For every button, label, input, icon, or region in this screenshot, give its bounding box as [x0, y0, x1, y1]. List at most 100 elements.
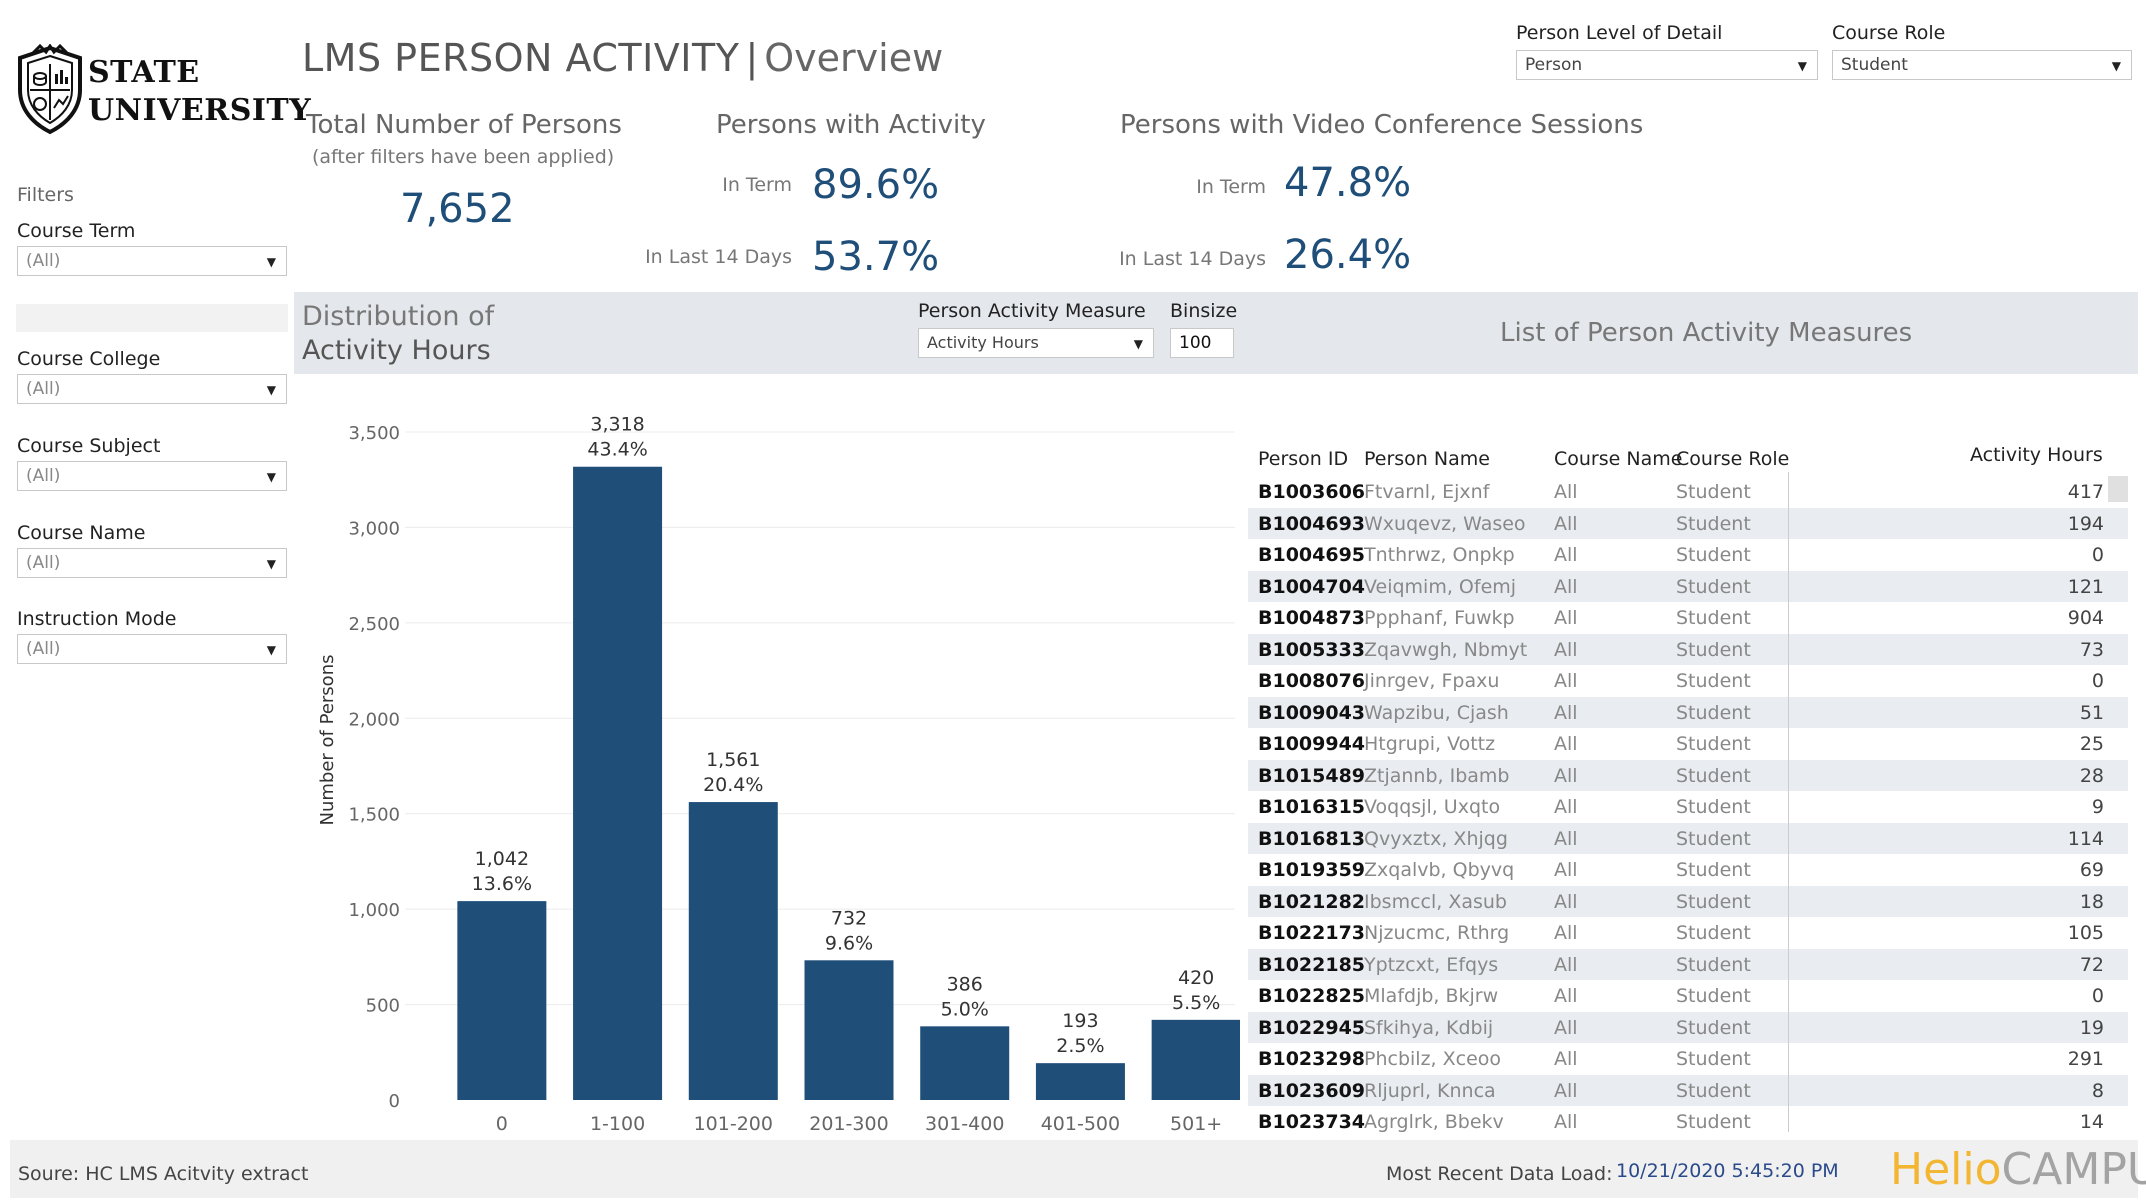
total-persons-value: 7,652: [400, 186, 515, 232]
table-row[interactable]: B1016813 Qvyxztx, Xhjqg All Student 114: [1248, 823, 2128, 854]
table-row[interactable]: B1023609 Rljuprl, Knnca All Student 8: [1248, 1075, 2128, 1106]
histogram-bar[interactable]: [573, 466, 663, 1101]
histogram-bar[interactable]: [804, 960, 894, 1100]
col-header-course-role[interactable]: Course Role: [1676, 448, 1790, 470]
source-note: Soure: HC LMS Acitvity extract: [18, 1163, 309, 1185]
bar-percent-label: 13.6%: [472, 873, 532, 895]
course-role-cell: Student: [1676, 670, 1751, 692]
filter-instruction-mode-value: (All): [26, 639, 61, 659]
col-header-activity-hours[interactable]: Activity Hours: [1970, 444, 2103, 466]
binsize-input[interactable]: 100: [1170, 328, 1234, 358]
bar-value-label: 1,561: [706, 749, 760, 771]
binsize-value: 100: [1179, 333, 1212, 353]
histogram-bar[interactable]: [688, 802, 778, 1100]
person-name-cell: Voqqsjl, Uxqto: [1364, 796, 1501, 818]
filter-course-subject-dropdown[interactable]: (All) ▼: [17, 461, 287, 491]
table-row[interactable]: B1004704 Veiqmim, Ofemj All Student 121: [1248, 571, 2128, 602]
table-row[interactable]: B1022185 Yptzcxt, Efqys All Student 72: [1248, 949, 2128, 980]
table-row[interactable]: B1004873 Ppphanf, Fuwkp All Student 904: [1248, 602, 2128, 633]
bar-percent-label: 43.4%: [587, 439, 647, 461]
table-row[interactable]: B1004693 Wxuqevz, Waseo All Student 194: [1248, 508, 2128, 539]
level-of-detail-dropdown[interactable]: Person ▼: [1516, 50, 1818, 80]
activity-hours-cell: 417: [2067, 481, 2104, 503]
chevron-down-icon: ▼: [266, 557, 276, 571]
activity-hours-cell: 18: [2079, 891, 2104, 913]
measure-dropdown[interactable]: Activity Hours ▼: [918, 328, 1154, 358]
table-row[interactable]: B1003606 Ftvarnl, Ejxnf All Student 417: [1248, 476, 2128, 507]
filter-instruction-mode-label: Instruction Mode: [17, 608, 177, 630]
table-row[interactable]: B1022945 Sfkihya, Kdbij All Student 19: [1248, 1012, 2128, 1043]
title-separator: |: [745, 36, 759, 80]
shield-crest-icon: [18, 44, 82, 135]
activity-hours-cell: 9: [2091, 796, 2104, 818]
video-in-term-label: In Term: [1196, 176, 1266, 198]
chevron-down-icon: ▼: [266, 383, 276, 397]
person-name-cell: Ztjannb, Ibamb: [1364, 765, 1510, 787]
table-row[interactable]: B1015489 Ztjannb, Ibamb All Student 28: [1248, 760, 2128, 791]
course-role-cell: Student: [1676, 1048, 1751, 1070]
col-header-person-id[interactable]: Person ID: [1258, 448, 1349, 470]
col-header-person-name[interactable]: Person Name: [1364, 448, 1490, 470]
filter-course-name-dropdown[interactable]: (All) ▼: [17, 548, 287, 578]
person-name-cell: Tnthrwz, Onpkp: [1364, 544, 1515, 566]
course-role-cell: Student: [1676, 576, 1751, 598]
person-id-cell: B1016315: [1258, 796, 1366, 818]
filter-instruction-mode-dropdown[interactable]: (All) ▼: [17, 634, 287, 664]
person-id-cell: B1005333: [1258, 639, 1366, 661]
col-header-course-name[interactable]: Course Name: [1554, 448, 1683, 470]
chevron-down-icon: ▼: [1797, 59, 1807, 73]
table-row[interactable]: B1023734 Agrglrk, Bbekv All Student 14: [1248, 1106, 2128, 1137]
person-id-cell: B1008076: [1258, 670, 1366, 692]
course-role-cell: Student: [1676, 828, 1751, 850]
list-title: List of Person Activity Measures: [1500, 318, 1913, 348]
histogram-bar[interactable]: [1151, 1019, 1240, 1100]
table-row[interactable]: B1004695 Tnthrwz, Onpkp All Student 0: [1248, 539, 2128, 570]
distribution-title-line2: Activity Hours: [302, 335, 491, 366]
table-scrollbar[interactable]: [2108, 476, 2128, 502]
table-row[interactable]: B1009944 Htgrupi, Vottz All Student 25: [1248, 728, 2128, 759]
title-main: LMS PERSON ACTIVITY: [302, 36, 740, 80]
course-role-dropdown[interactable]: Student ▼: [1832, 50, 2132, 80]
table-row[interactable]: B1021282 Ibsmccl, Xasub All Student 18: [1248, 886, 2128, 917]
table-row[interactable]: B1009043 Wapzibu, Cjash All Student 51: [1248, 697, 2128, 728]
activity-hours-cell: 14: [2079, 1111, 2104, 1133]
filter-course-college-dropdown[interactable]: (All) ▼: [17, 374, 287, 404]
course-name-cell: All: [1554, 922, 1578, 944]
table-row[interactable]: B1005333 Zqavwgh, Nbmyt All Student 73: [1248, 634, 2128, 665]
course-name-cell: All: [1554, 954, 1578, 976]
title-sub: Overview: [764, 36, 944, 80]
activity-hours-cell: 105: [2067, 922, 2104, 944]
table-column-divider: [1788, 472, 1789, 1132]
histogram-bar[interactable]: [457, 901, 547, 1100]
person-name-cell: Ibsmccl, Xasub: [1364, 891, 1507, 913]
table-row[interactable]: B1023298 Phcbilz, Xceoo All Student 291: [1248, 1043, 2128, 1074]
course-name-cell: All: [1554, 859, 1578, 881]
filter-course-term-dropdown[interactable]: (All) ▼: [17, 246, 287, 276]
table-row[interactable]: B1022825 Mlafdjb, Bkjrw All Student 0: [1248, 980, 2128, 1011]
table-row[interactable]: B1016315 Voqqsjl, Uxqto All Student 9: [1248, 791, 2128, 822]
filter-course-subject-value: (All): [26, 466, 61, 486]
histogram-bar[interactable]: [920, 1026, 1010, 1100]
video-last14-value: 26.4%: [1284, 232, 1412, 278]
course-role-value: Student: [1841, 55, 1908, 75]
table-row[interactable]: B1008076 Jinrgev, Fpaxu All Student 0: [1248, 665, 2128, 696]
table-row[interactable]: B1019359 Zxqalvb, Qbyvq All Student 69: [1248, 854, 2128, 885]
bar-value-label: 420: [1178, 967, 1214, 989]
course-name-cell: All: [1554, 513, 1578, 535]
course-name-cell: All: [1554, 891, 1578, 913]
person-id-cell: B1003606: [1258, 481, 1366, 503]
filter-course-term-value: (All): [26, 251, 61, 271]
activity-hours-cell: 72: [2079, 954, 2104, 976]
x-tick-label: 0: [496, 1113, 508, 1135]
activity-hours-cell: 8: [2091, 1080, 2104, 1102]
course-name-cell: All: [1554, 828, 1578, 850]
filter-course-term-label: Course Term: [17, 220, 136, 242]
activity-hours-cell: 0: [2091, 670, 2104, 692]
histogram-bar[interactable]: [1035, 1063, 1125, 1100]
person-id-cell: B1015489: [1258, 765, 1366, 787]
y-tick-label: 2,000: [348, 709, 400, 730]
course-name-cell: All: [1554, 670, 1578, 692]
y-tick-label: 1,000: [348, 900, 400, 921]
person-name-cell: Ftvarnl, Ejxnf: [1364, 481, 1490, 503]
table-row[interactable]: B1022173 Njzucmc, Rthrg All Student 105: [1248, 917, 2128, 948]
